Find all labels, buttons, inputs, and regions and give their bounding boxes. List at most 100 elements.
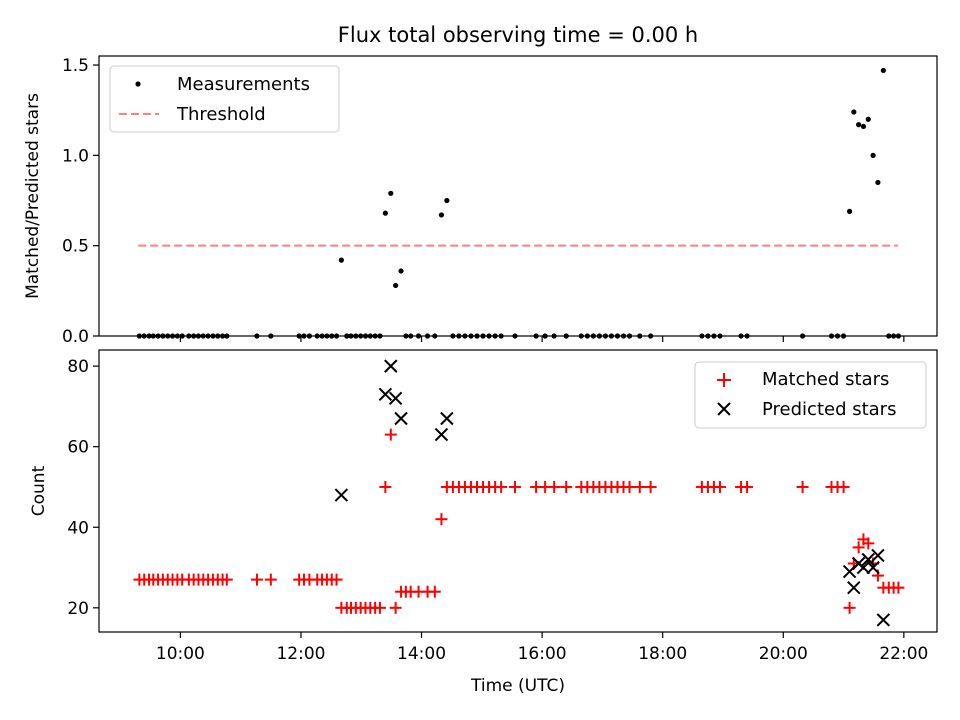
bottom-y-axis: 20 40 60 80 xyxy=(67,357,99,619)
top-y-tick-label-1: 0.5 xyxy=(62,237,89,257)
predicted-star-point-8 xyxy=(847,580,861,595)
legend-threshold-label: Threshold xyxy=(176,104,266,125)
x-tick-label-0: 10:00 xyxy=(156,644,205,664)
matched-star-point-72 xyxy=(633,480,646,493)
matched-star-point-37 xyxy=(373,601,386,614)
predicted-star-point-5 xyxy=(434,427,449,442)
predicted-star-point-3 xyxy=(388,391,403,406)
top-y-axis: 0.0 0.5 1.0 1.5 xyxy=(62,56,99,347)
measurement-point-39 xyxy=(388,190,394,196)
measurement-point-87 xyxy=(860,123,867,130)
matched-star-point-40 xyxy=(389,601,402,614)
predicted-star-point-11 xyxy=(861,552,875,567)
predicted-star-b-5 xyxy=(434,427,449,442)
predicted-star-b-3 xyxy=(388,391,403,406)
bottom-y-tick-label-3: 80 xyxy=(67,357,89,377)
predicted-star-b-14 xyxy=(876,613,891,627)
measurement-point-47 xyxy=(438,212,445,218)
matched-star-point-58 xyxy=(508,480,521,493)
measurement-point-89 xyxy=(870,152,876,158)
x-tick-label-5: 20:00 xyxy=(759,644,808,664)
matched-star-point-18 xyxy=(220,573,233,586)
measurement-point-41 xyxy=(398,268,404,274)
measurement-point-48 xyxy=(444,197,450,204)
measurement-point-90 xyxy=(875,179,881,186)
x-axis-label: Time (UTC) xyxy=(470,676,565,696)
x-tick-label-6: 22:00 xyxy=(879,644,928,664)
predicted-star-point-10 xyxy=(856,560,871,575)
predicted-star-b-6 xyxy=(440,411,454,426)
x-tick-label-3: 16:00 xyxy=(518,644,567,664)
predicted-star-point-1 xyxy=(378,387,393,402)
predicted-star-b-8 xyxy=(847,580,861,595)
top-panel: 0.0 0.5 1.0 1.5 Matched/Predicted stars Mea… xyxy=(23,55,938,347)
matched-star-point-57 xyxy=(495,480,508,493)
top-y-tick-label-2: 1.0 xyxy=(62,146,89,166)
matched-star-point-83 xyxy=(837,480,850,493)
measurement-point-40 xyxy=(393,282,399,289)
legend-measurements-marker xyxy=(135,81,141,87)
x-tick-label-1: 12:00 xyxy=(276,644,325,664)
matched-star-point-84 xyxy=(843,601,856,614)
bottom-plot-frame xyxy=(98,349,938,633)
predicted-star-b-12 xyxy=(866,560,880,575)
bottom-legend: Matched stars Predicted stars xyxy=(694,361,927,429)
measurement-point-29 xyxy=(338,257,344,263)
bottom-x-axis: 10:00 12:00 14:00 16:00 18:00 20:00 22:00 xyxy=(156,632,928,664)
bottom-plot-marks xyxy=(133,359,905,627)
predicted-star-point-6 xyxy=(440,411,454,426)
matched-star-point-47 xyxy=(435,513,448,526)
predicted-star-b-11 xyxy=(861,552,875,567)
matched-star-point-94 xyxy=(892,581,905,594)
top-x-ticks xyxy=(179,336,905,342)
legend-matched-marker xyxy=(717,373,731,387)
matched-star-point-61 xyxy=(548,480,561,493)
top-y-axis-label: Matched/Predicted stars xyxy=(23,93,43,299)
matched-star-point-77 xyxy=(713,480,726,493)
predicted-star-point-0 xyxy=(334,488,349,502)
predicted-star-b-2 xyxy=(384,359,398,373)
predicted-star-b-4 xyxy=(394,411,408,426)
top-legend: Measurements Threshold xyxy=(109,65,340,133)
matched-star-point-88 xyxy=(862,537,875,550)
top-y-tick-label-0: 0.0 xyxy=(62,327,89,347)
legend-measurements-label: Measurements xyxy=(177,74,310,95)
matched-star-point-28 xyxy=(330,573,343,586)
bottom-panel: 10:00 12:00 14:00 16:00 18:00 20:00 22:00 20 40… xyxy=(29,349,938,696)
matched-star-point-38 xyxy=(379,480,392,493)
predicted-star-b-0 xyxy=(334,488,349,502)
predicted-star-point-2 xyxy=(384,359,398,373)
bottom-y-axis-label: Count xyxy=(29,465,49,516)
predicted-star-b-10 xyxy=(856,560,871,575)
top-y-tick-label-3: 1.5 xyxy=(62,56,89,76)
legend-predicted-marker xyxy=(717,402,731,416)
x-tick-label-2: 14:00 xyxy=(397,644,446,664)
predicted-star-point-14 xyxy=(876,613,891,627)
predicted-star-b-1 xyxy=(378,387,393,402)
measurement-point-84 xyxy=(846,208,853,214)
predicted-star-point-4 xyxy=(394,411,408,426)
matched-star-point-62 xyxy=(560,480,573,493)
bottom-y-tick-label-0: 20 xyxy=(67,599,89,619)
measurement-point-86 xyxy=(856,122,862,128)
matched-star-point-20 xyxy=(264,573,277,586)
measurement-point-91 xyxy=(880,67,886,74)
measurement-point-85 xyxy=(851,109,857,115)
bottom-y-tick-label-2: 60 xyxy=(67,438,89,458)
matched-star-point-39 xyxy=(384,428,397,441)
measurement-point-88 xyxy=(865,116,871,122)
top-plot-frame xyxy=(98,55,938,337)
x-tick-label-4: 18:00 xyxy=(638,644,687,664)
matched-star-point-79 xyxy=(741,480,754,493)
predicted-star-point-12 xyxy=(866,560,880,575)
chart-title: Flux total observing time = 0.00 h xyxy=(338,23,698,47)
matched-star-point-71 xyxy=(623,480,636,493)
matched-star-point-19 xyxy=(250,573,263,586)
matched-star-point-80 xyxy=(796,480,809,493)
matched-star-point-86 xyxy=(852,541,865,554)
predicted-star-b-13 xyxy=(871,548,885,563)
legend-matched-label: Matched stars xyxy=(762,369,889,390)
measurement-point-38 xyxy=(382,210,388,216)
matched-star-point-46 xyxy=(428,585,441,598)
